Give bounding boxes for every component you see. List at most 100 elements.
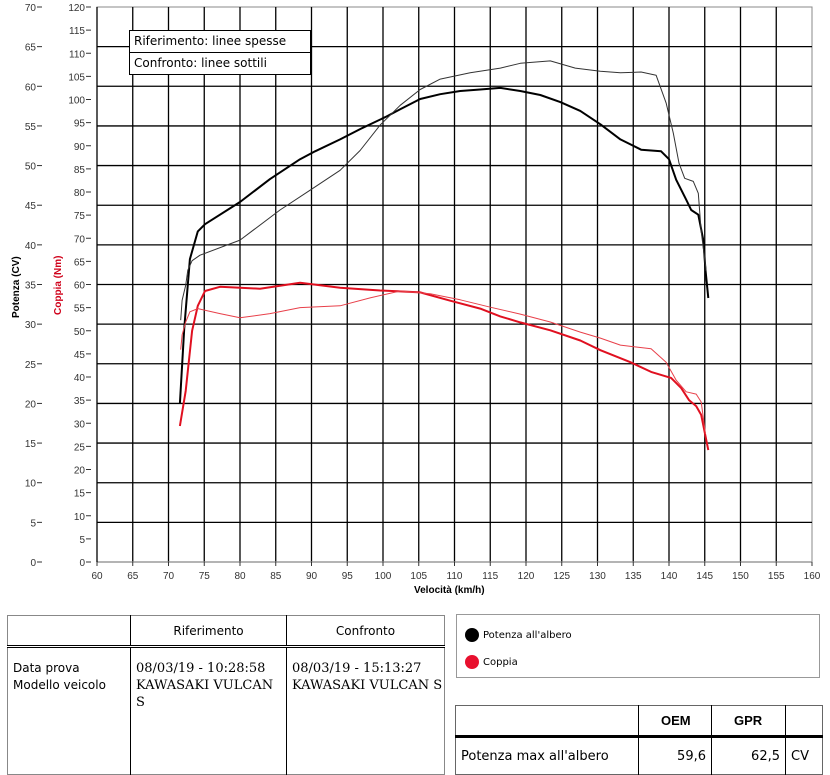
line-style-note: Riferimento: linee spesse Confronto: lin… [129, 30, 311, 75]
dyno-chart: 0 5 10 15 20 25 30 35 40 45 50 55 60 65 70 0 5 10 15 20 25 3… [11, 3, 821, 596]
svg-text:40: 40 [74, 373, 86, 384]
max-header-unit [785, 705, 823, 739]
note-comparison: Confronto: linee sottili [130, 52, 310, 74]
max-header-gpr: GPR [711, 705, 786, 739]
max-table-header: OEM GPR [455, 705, 823, 739]
reference-test-date: 08/03/19 - 10:28:58 [136, 661, 266, 676]
svg-text:125: 125 [553, 571, 570, 582]
svg-text:95: 95 [74, 119, 86, 130]
svg-text:105: 105 [410, 571, 427, 582]
chart-grid [96, 6, 813, 563]
svg-text:45: 45 [74, 350, 86, 361]
comparison-values: 08/03/19 - 15:13:27 KAWASAKI VULCAN S [286, 646, 445, 775]
svg-text:120: 120 [518, 571, 535, 582]
svg-text:160: 160 [804, 571, 821, 582]
svg-text:35: 35 [25, 281, 37, 292]
svg-text:115: 115 [69, 26, 85, 37]
max-table-row: Potenza max all'albero 59,6 62,5 CV [456, 736, 823, 775]
note-reference: Riferimento: linee spesse [134, 34, 287, 48]
svg-text:70: 70 [74, 234, 86, 245]
svg-text:110: 110 [447, 571, 463, 582]
info-table-header: Riferimento Confronto [7, 615, 445, 648]
svg-text:70: 70 [163, 571, 175, 582]
max-power-label: Potenza max all'albero [461, 748, 609, 764]
svg-text:5: 5 [79, 535, 85, 546]
info-header-comparison: Confronto [286, 615, 445, 648]
info-header-empty [7, 615, 131, 648]
svg-text:25: 25 [74, 442, 86, 453]
svg-text:40: 40 [25, 241, 37, 252]
chart-curves [178, 60, 710, 451]
reference-vehicle-model: KAWASAKI VULCAN S [136, 678, 274, 710]
svg-text:60: 60 [25, 82, 37, 93]
max-header-oem: OEM [638, 705, 712, 739]
svg-text:50: 50 [25, 162, 37, 173]
reference-values: 08/03/19 - 10:28:58 KAWASAKI VULCAN S [130, 646, 287, 775]
power-curve-thick [178, 86, 710, 404]
speed-axis: 60 65 70 75 80 85 90 95 100 105 110 115 120 125 130 135… [91, 562, 821, 582]
legend-label-power: Potenza all'albero [483, 629, 572, 641]
legend-item-torque: Coppia [465, 655, 518, 669]
max-power-table: OEM GPR Potenza max all'albero 59,6 62,5… [455, 705, 823, 775]
svg-text:90: 90 [306, 571, 318, 582]
svg-text:0: 0 [79, 558, 85, 569]
power-curve-thin [180, 60, 707, 321]
svg-text:10: 10 [74, 512, 86, 523]
torque-curve-thin [180, 290, 706, 434]
svg-text:30: 30 [25, 320, 37, 331]
svg-text:55: 55 [25, 122, 37, 133]
svg-text:20: 20 [74, 466, 86, 477]
svg-text:85: 85 [74, 165, 86, 176]
svg-text:155: 155 [768, 571, 785, 582]
svg-text:110: 110 [69, 49, 85, 60]
svg-text:75: 75 [199, 571, 211, 582]
svg-text:65: 65 [25, 43, 37, 54]
torque-axis-title: Coppia (Nm) [53, 256, 64, 315]
info-header-reference: Riferimento [130, 615, 287, 648]
speed-axis-title: Velocità (km/h) [414, 585, 485, 596]
max-power-gpr: 62,5 [711, 736, 786, 775]
svg-text:100: 100 [68, 96, 85, 107]
power-axis-title: Potenza (CV) [11, 256, 22, 318]
svg-text:65: 65 [127, 571, 139, 582]
svg-text:25: 25 [25, 360, 37, 371]
svg-text:50: 50 [74, 327, 86, 338]
svg-text:130: 130 [589, 571, 606, 582]
svg-text:150: 150 [732, 571, 749, 582]
max-header-empty [455, 705, 639, 739]
label-test-date: Data prova [13, 661, 80, 675]
comparison-test-date: 08/03/19 - 15:13:27 [292, 661, 422, 676]
svg-text:10: 10 [25, 479, 37, 490]
legend-item-power: Potenza all'albero [465, 628, 572, 642]
svg-text:90: 90 [74, 142, 86, 153]
svg-text:60: 60 [91, 571, 103, 582]
svg-text:75: 75 [74, 211, 86, 222]
max-power-unit: CV [785, 736, 823, 775]
torque-axis: 0 5 10 15 20 25 30 35 40 45 50 55 60 65 70 75 80 85 90 95 10… [68, 3, 91, 569]
torque-curve-thick [178, 281, 710, 451]
svg-text:0: 0 [30, 558, 36, 569]
red-dot-icon [465, 655, 479, 669]
chart-legend: Potenza all'albero Coppia [456, 614, 820, 678]
svg-text:115: 115 [482, 571, 498, 582]
info-table-row: Data prova Modello veicolo 08/03/19 - 10… [8, 646, 445, 775]
svg-text:100: 100 [375, 571, 392, 582]
svg-text:85: 85 [270, 571, 282, 582]
svg-text:30: 30 [74, 419, 86, 430]
svg-text:105: 105 [68, 72, 85, 83]
svg-text:70: 70 [25, 3, 37, 14]
svg-text:45: 45 [25, 201, 37, 212]
svg-text:140: 140 [661, 571, 678, 582]
test-info-table: Riferimento Confronto Data prova Modello… [7, 615, 445, 775]
svg-text:55: 55 [74, 304, 86, 315]
comparison-vehicle-model: KAWASAKI VULCAN S [292, 678, 443, 693]
svg-text:80: 80 [74, 188, 86, 199]
svg-text:20: 20 [25, 399, 37, 410]
svg-text:15: 15 [25, 439, 37, 450]
svg-text:95: 95 [342, 571, 354, 582]
power-axis: 0 5 10 15 20 25 30 35 40 45 50 55 60 65 70 [25, 3, 42, 569]
svg-text:145: 145 [696, 571, 713, 582]
svg-text:15: 15 [74, 489, 86, 500]
label-vehicle-model: Modello veicolo [13, 678, 106, 692]
info-labels: Data prova Modello veicolo [8, 647, 131, 775]
